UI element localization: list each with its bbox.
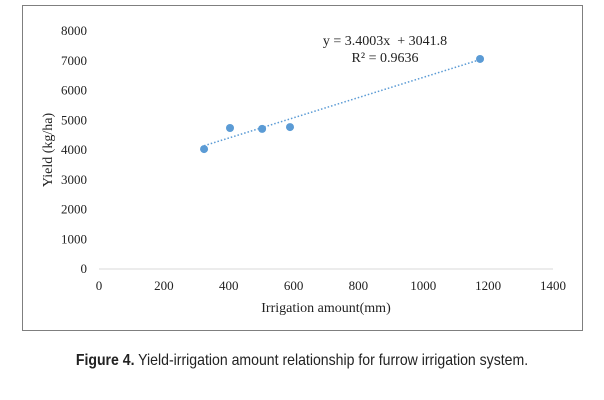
y-tick-label: 2000 [61, 202, 87, 217]
y-tick-label: 1000 [61, 231, 87, 246]
data-point [226, 123, 235, 132]
scatter-chart: 0 1000 2000 3000 4000 5000 6000 7000 8000 0 200 400… [41, 23, 566, 316]
x-tick-label: 1200 [475, 278, 501, 293]
x-tick-label: 0 [96, 278, 103, 293]
y-tick-label: 7000 [61, 53, 87, 68]
data-point [286, 123, 295, 132]
x-tick-label: 1000 [410, 278, 436, 293]
x-tick-label: 400 [219, 278, 239, 293]
trend-equation: y = 3.4003x + 3041.8 [323, 34, 447, 49]
data-point [476, 54, 485, 63]
y-tick-label: 6000 [61, 83, 87, 98]
x-tick-label: 600 [284, 278, 304, 293]
y-tick-label: 0 [81, 261, 88, 276]
x-tick-label: 200 [154, 278, 174, 293]
y-tick-label: 8000 [61, 23, 87, 38]
y-axis-label: Yield (kg/ha) [41, 113, 56, 188]
caption-text: Yield-irrigation amount relationship for… [134, 352, 529, 369]
caption-label: Figure 4. [75, 352, 135, 369]
y-tick-label: 5000 [61, 112, 87, 127]
figure-frame [22, 5, 583, 331]
x-tick-label: 1400 [540, 278, 566, 293]
x-tick-label: 800 [349, 278, 369, 293]
trendline [203, 58, 481, 147]
y-tick-label: 4000 [61, 142, 87, 157]
trend-r2: R² = 0.9636 [352, 51, 419, 66]
data-point [200, 145, 209, 154]
data-point [258, 124, 267, 133]
y-tick-label: 3000 [61, 172, 87, 187]
x-axis-label: Irrigation amount(mm) [261, 301, 391, 316]
figure-caption: Figure 4. Yield-irrigation amount relati… [36, 352, 568, 370]
